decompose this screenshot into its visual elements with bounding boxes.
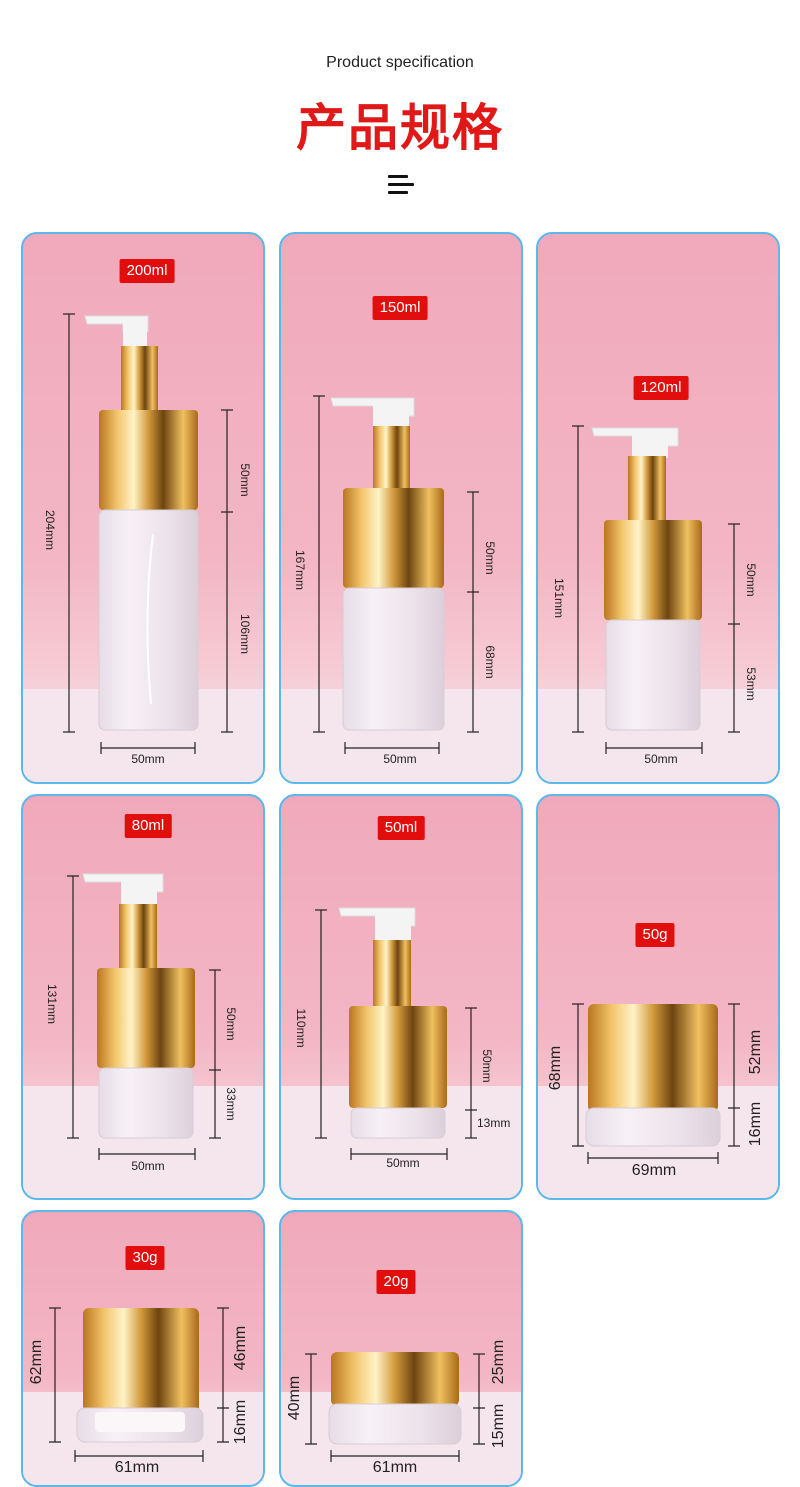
capacity-badge: 20g (376, 1270, 416, 1294)
product-spec-subtitle: Product specification (326, 54, 474, 71)
product-card-120ml: 120ml 151mm 50mm 53mm 50mm (536, 232, 780, 784)
width-dimension: 69mm (631, 1162, 677, 1179)
height-dimension: 62mm (28, 1339, 45, 1385)
product-card-200ml: 200ml 204mm 50mm 106mm 50mm (21, 232, 265, 784)
width-dimension: 61mm (372, 1459, 418, 1476)
height-dimension: 131mm (45, 983, 59, 1025)
product-card-30g: 30g 62mm 46mm 16mm 61mm (21, 1210, 265, 1487)
lower-dimension: 53mm (744, 667, 758, 701)
product-card-80ml: 80ml 131mm 50mm 33mm 50mm (21, 794, 265, 1200)
lower-dimension: 68mm (483, 645, 497, 679)
capacity-badge: 80ml (124, 814, 172, 838)
jar-20g-illustration (281, 1352, 521, 1485)
page-title: 产品规格 (296, 99, 504, 157)
lower-dimension: 16mm (232, 1399, 249, 1445)
upper-dimension: 46mm (232, 1325, 249, 1371)
lower-dimension: 16mm (747, 1101, 764, 1147)
product-card-150ml: 150ml 167mm 50mm 68mm 50mm (279, 232, 523, 784)
capacity-badge: 50ml (377, 816, 425, 840)
lower-dimension: 15mm (490, 1403, 507, 1449)
width-dimension: 61mm (114, 1459, 160, 1476)
lower-dimension: 33mm (224, 1087, 238, 1121)
lower-dimension: 106mm (238, 613, 252, 655)
capacity-badge: 200ml (119, 259, 175, 283)
bottle-150ml-illustration (281, 395, 521, 782)
width-dimension: 50mm (386, 1156, 420, 1170)
capacity-badge: 150ml (372, 296, 428, 320)
width-dimension: 50mm (131, 752, 165, 766)
height-dimension: 151mm (552, 577, 566, 619)
bottle-200ml-illustration (23, 313, 263, 782)
width-dimension: 50mm (383, 752, 417, 766)
width-dimension: 50mm (131, 1159, 165, 1173)
jar-50g-illustration (538, 1003, 778, 1198)
upper-dimension: 50mm (744, 563, 758, 597)
product-card-50g: 50g 68mm 52mm 16mm 69mm (536, 794, 780, 1200)
width-dimension: 50mm (644, 752, 678, 766)
upper-dimension: 50mm (224, 1007, 238, 1041)
capacity-badge: 120ml (633, 376, 689, 400)
height-dimension: 40mm (286, 1375, 303, 1421)
bottle-50ml-illustration (281, 907, 521, 1198)
product-card-50ml: 50ml 110mm 50mm 13mm 50mm (279, 794, 523, 1200)
height-dimension: 110mm (294, 1008, 308, 1048)
upper-dimension: 25mm (490, 1339, 507, 1385)
product-card-20g: 20g 40mm 25mm 15mm 61mm (279, 1210, 523, 1487)
height-dimension: 167mm (293, 549, 307, 591)
height-dimension: 204mm (43, 509, 57, 551)
capacity-badge: 30g (125, 1246, 165, 1270)
upper-dimension: 50mm (238, 463, 252, 497)
height-dimension: 68mm (547, 1045, 564, 1091)
bottle-120ml-illustration (538, 425, 778, 782)
upper-dimension: 50mm (480, 1049, 494, 1083)
upper-dimension: 50mm (483, 541, 497, 575)
capacity-badge: 50g (635, 923, 675, 947)
jar-30g-illustration (23, 1307, 263, 1485)
upper-dimension: 52mm (747, 1029, 764, 1075)
lower-dimension: 13mm (477, 1116, 511, 1130)
bottle-80ml-illustration (23, 873, 263, 1198)
menu-lines-icon (388, 175, 414, 197)
